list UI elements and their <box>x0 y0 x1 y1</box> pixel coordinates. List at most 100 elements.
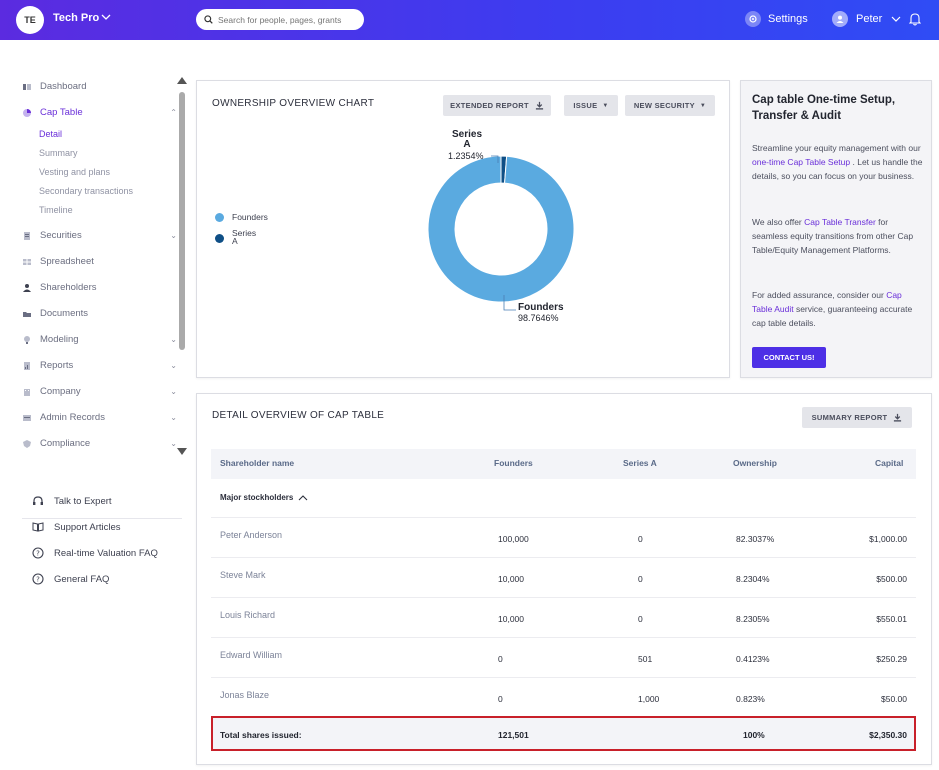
cap-table-audit-link[interactable]: Cap Table Audit <box>752 290 902 314</box>
sidebar-item-dashboard[interactable]: Dashboard <box>22 81 177 92</box>
donut-slice-founders[interactable] <box>427 155 575 303</box>
cell-shareholder-name[interactable]: Peter Anderson <box>220 530 283 540</box>
sidebar-sub-vesting[interactable]: Vesting and plans <box>39 167 111 177</box>
bell-icon[interactable] <box>909 12 921 26</box>
sidebar-item-modeling[interactable]: Modeling ⌄ <box>22 334 177 345</box>
caret-down-icon: ▼ <box>699 102 707 109</box>
chevron-down-icon: ⌄ <box>170 361 177 370</box>
scroll-up-arrow[interactable] <box>177 77 187 84</box>
sidebar-item-cap-table[interactable]: Cap Table ⌃ <box>22 107 177 118</box>
cell-capital: $500.00 <box>876 574 907 584</box>
sidebar-item-label: Reports <box>40 360 74 371</box>
cell-shareholder-name[interactable]: Edward William <box>220 650 283 660</box>
settings-label: Settings <box>768 13 808 25</box>
sidebar-item-label: Dashboard <box>40 81 87 92</box>
sidebar-item-reports[interactable]: Reports ⌄ <box>22 360 177 371</box>
info-card-title: Cap table One-time Setup, Transfer & Aud… <box>752 94 896 122</box>
org-name[interactable]: Tech Pro <box>53 12 100 24</box>
cell-ownership: 0.4123% <box>736 654 770 664</box>
new-security-button[interactable]: NEW SECURITY ▼ <box>625 95 715 116</box>
cell-series-a: 501 <box>638 654 653 664</box>
contact-us-button[interactable]: CONTACT US! <box>752 347 826 368</box>
search-bar[interactable] <box>196 9 364 30</box>
issue-label: ISSUE <box>573 101 598 110</box>
cap-table-transfer-link[interactable]: Cap Table Transfer <box>804 217 876 227</box>
cell-shareholder-name[interactable]: Louis Richard <box>220 610 276 620</box>
legend-series-a[interactable]: Series A <box>215 229 256 245</box>
help-general-faq[interactable]: ? General FAQ <box>32 573 109 585</box>
sidebar-scrollbar[interactable] <box>179 92 185 350</box>
issue-button[interactable]: ISSUE ▼ <box>564 95 618 116</box>
chevron-down-icon[interactable] <box>101 12 111 22</box>
search-icon <box>204 15 213 24</box>
sidebar-item-spreadsheet[interactable]: Spreadsheet <box>22 256 177 267</box>
summary-report-label: SUMMARY REPORT <box>811 413 888 422</box>
sidebar-sub-timeline[interactable]: Timeline <box>39 205 73 215</box>
column-header-ownership[interactable]: Ownership <box>733 458 777 468</box>
sidebar-item-securities[interactable]: Securities ⌄ <box>22 230 177 241</box>
chevron-down-icon <box>891 16 901 22</box>
table-row[interactable]: Edward William 0 501 0.4123% $250.29 <box>197 637 933 677</box>
column-header-founders[interactable]: Founders <box>494 458 533 468</box>
search-input[interactable] <box>218 14 358 25</box>
column-header-shareholder[interactable]: Shareholder name <box>220 458 295 468</box>
founders-leader-line <box>503 295 516 311</box>
info-text: We also offer <box>752 217 805 227</box>
sidebar-sub-secondary[interactable]: Secondary transactions <box>39 186 134 196</box>
scroll-down-arrow[interactable] <box>177 448 187 455</box>
table-row[interactable]: Steve Mark 10,000 0 8.2304% $500.00 <box>197 557 933 597</box>
cell-shareholder-name[interactable]: Steve Mark <box>220 570 266 580</box>
sidebar-item-label: Securities <box>40 230 82 241</box>
founders-slice-label: Founders <box>518 302 564 313</box>
sidebar-item-shareholders[interactable]: Shareholders <box>22 282 177 293</box>
sidebar-sub-summary[interactable]: Summary <box>39 148 78 158</box>
sidebar-item-label: Admin Records <box>40 412 105 423</box>
chevron-down-icon: ⌄ <box>170 231 177 240</box>
info-text: for seamless equity transitions from oth… <box>752 217 914 255</box>
extended-report-button[interactable]: EXTENDED REPORT <box>443 95 551 116</box>
help-talk-to-expert[interactable]: Talk to Expert <box>32 495 112 507</box>
column-header-series-a[interactable]: Series A <box>623 458 657 468</box>
legend-label: Founders <box>232 212 268 222</box>
cap-table-setup-link[interactable]: one-time Cap Table Setup <box>752 157 851 167</box>
series-a-slice-label: Series A <box>452 129 483 150</box>
setup-info-card: Cap table One-time Setup, Transfer & Aud… <box>740 80 932 378</box>
cell-ownership: 82.3037% <box>736 534 775 544</box>
sidebar-item-compliance[interactable]: Compliance ⌄ <box>22 438 177 449</box>
question-circle-icon: ? <box>32 573 44 585</box>
major-stockholders-toggle[interactable]: Major stockholders <box>220 493 308 502</box>
help-support-articles[interactable]: Support Articles <box>32 521 121 533</box>
legend-founders[interactable]: Founders <box>215 212 268 222</box>
help-valuation-faq[interactable]: ? Real-time Valuation FAQ <box>32 547 158 559</box>
table-row[interactable]: Louis Richard 10,000 0 8.2305% $550.01 <box>197 597 933 637</box>
dashboard-icon <box>22 82 32 92</box>
user-menu[interactable]: Peter <box>832 11 901 27</box>
help-label: General FAQ <box>54 573 110 585</box>
legend-dot-series-a <box>215 234 224 243</box>
sidebar-sub-detail[interactable]: Detail <box>39 129 63 139</box>
info-text: Streamline your equity management with o… <box>752 143 921 153</box>
cell-ownership: 8.2305% <box>736 614 770 624</box>
sidebar-item-documents[interactable]: Documents <box>22 308 177 319</box>
sidebar-item-company[interactable]: Company ⌄ <box>22 386 177 397</box>
cell-shareholder-name[interactable]: Jonas Blaze <box>220 690 270 700</box>
org-avatar[interactable]: TE <box>16 6 44 34</box>
spreadsheet-icon <box>22 257 32 267</box>
sidebar-item-admin-records[interactable]: Admin Records ⌄ <box>22 412 177 423</box>
settings-button[interactable]: Settings <box>745 11 808 27</box>
ownership-chart-card: OWNERSHIP OVERVIEW CHART EXTENDED REPORT… <box>196 80 730 378</box>
download-icon <box>535 101 543 110</box>
summary-report-button[interactable]: SUMMARY REPORT <box>802 407 912 428</box>
headset-icon <box>32 495 44 507</box>
svg-text:?: ? <box>36 550 40 558</box>
new-security-label: NEW SECURITY <box>633 101 695 110</box>
table-row[interactable]: Jonas Blaze 0 1,000 0.823% $50.00 <box>197 677 933 717</box>
chevron-down-icon: ⌄ <box>170 335 177 344</box>
column-header-capital[interactable]: Capital <box>875 458 904 468</box>
folder-icon <box>22 309 32 319</box>
donut-slice-series-a[interactable] <box>500 155 508 184</box>
table-row[interactable]: Peter Anderson 100,000 0 82.3037% $1,000.00 <box>197 517 933 557</box>
chevron-down-icon: ⌄ <box>170 387 177 396</box>
sidebar-item-label: Shareholders <box>40 282 97 293</box>
info-text: For added assurance, consider our <box>752 290 887 300</box>
